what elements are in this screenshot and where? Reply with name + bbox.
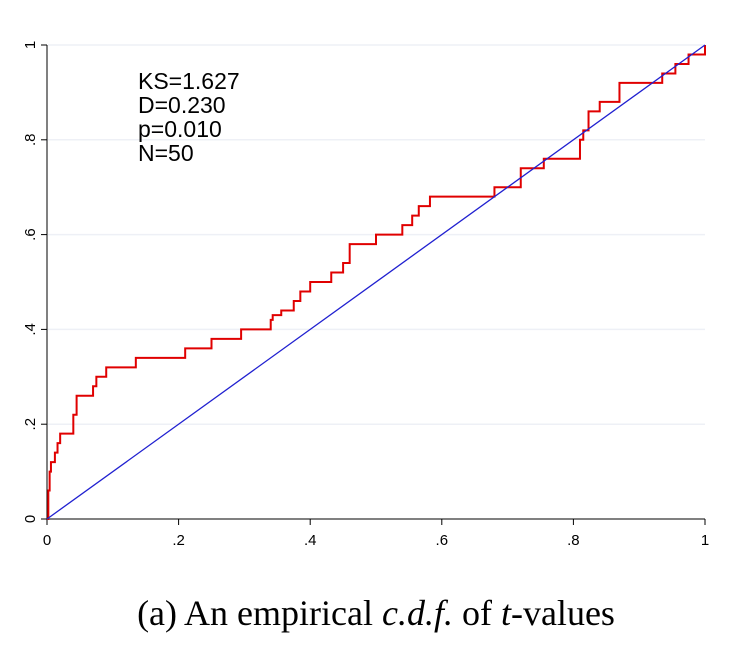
x-tick-label-5: 1 bbox=[701, 532, 709, 549]
caption-suffix: -values bbox=[510, 593, 615, 633]
x-tick-label-4: .8 bbox=[567, 532, 580, 549]
caption-t: t bbox=[500, 593, 511, 633]
y-tick-label-2: .4 bbox=[22, 323, 39, 336]
stat-line-1: D=0.230 bbox=[138, 92, 226, 118]
y-tick-label-4: .8 bbox=[22, 134, 39, 147]
x-tick-label-1: .2 bbox=[172, 532, 185, 549]
x-tick-label-3: .6 bbox=[436, 532, 449, 549]
ecdf-step-line bbox=[47, 45, 706, 520]
y-tick-label-3: .6 bbox=[22, 228, 39, 241]
y-tick-label-5: 1 bbox=[22, 41, 39, 49]
x-tick-label-0: 0 bbox=[43, 532, 51, 549]
caption-prefix: (a) An empirical bbox=[137, 593, 382, 633]
ecdf-chart: 0 .2 .4 .6 .8 1 0 .2 .4 .6 .8 1 KS=1.627D=0.230p=0.… bbox=[22, 41, 709, 549]
caption-cdf: c.d.f. bbox=[381, 593, 453, 633]
stat-line-3: N=50 bbox=[138, 140, 194, 166]
reference-diagonal-line bbox=[46, 44, 706, 520]
caption-middle: of bbox=[452, 593, 501, 633]
axes bbox=[46, 45, 705, 520]
y-tick-label-1: .2 bbox=[22, 418, 39, 431]
axis-ticks: 0 .2 .4 .6 .8 1 0 .2 .4 .6 .8 1 bbox=[22, 41, 709, 549]
series bbox=[46, 44, 706, 520]
stat-line-2: p=0.010 bbox=[138, 116, 222, 142]
y-tick-label-0: 0 bbox=[22, 515, 39, 523]
x-tick-label-2: .4 bbox=[304, 532, 317, 549]
figure-caption: (a) An empirical c.d.f. of t-values bbox=[0, 592, 752, 634]
stat-line-0: KS=1.627 bbox=[138, 68, 240, 94]
